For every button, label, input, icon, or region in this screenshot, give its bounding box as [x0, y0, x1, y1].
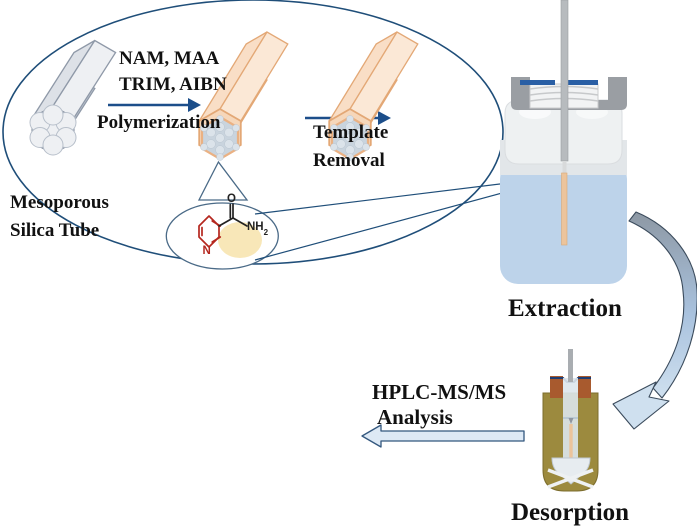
- svg-text:Desorption: Desorption: [511, 499, 629, 526]
- svg-text:Template: Template: [313, 122, 388, 143]
- svg-text:TRIM, AIBN: TRIM, AIBN: [119, 74, 227, 95]
- svg-text:N: N: [203, 245, 211, 257]
- svg-text:Removal: Removal: [313, 150, 385, 171]
- svg-text:O: O: [227, 193, 236, 205]
- svg-text:Polymerization: Polymerization: [97, 112, 221, 133]
- svg-text:Silica Tube: Silica Tube: [10, 220, 99, 241]
- svg-text:Analysis: Analysis: [377, 405, 453, 429]
- svg-text:Mesoporous: Mesoporous: [10, 192, 109, 213]
- svg-text:NAM, MAA: NAM, MAA: [119, 48, 220, 69]
- svg-text:Extraction: Extraction: [508, 295, 622, 322]
- svg-text:HPLC-MS/MS: HPLC-MS/MS: [372, 380, 506, 404]
